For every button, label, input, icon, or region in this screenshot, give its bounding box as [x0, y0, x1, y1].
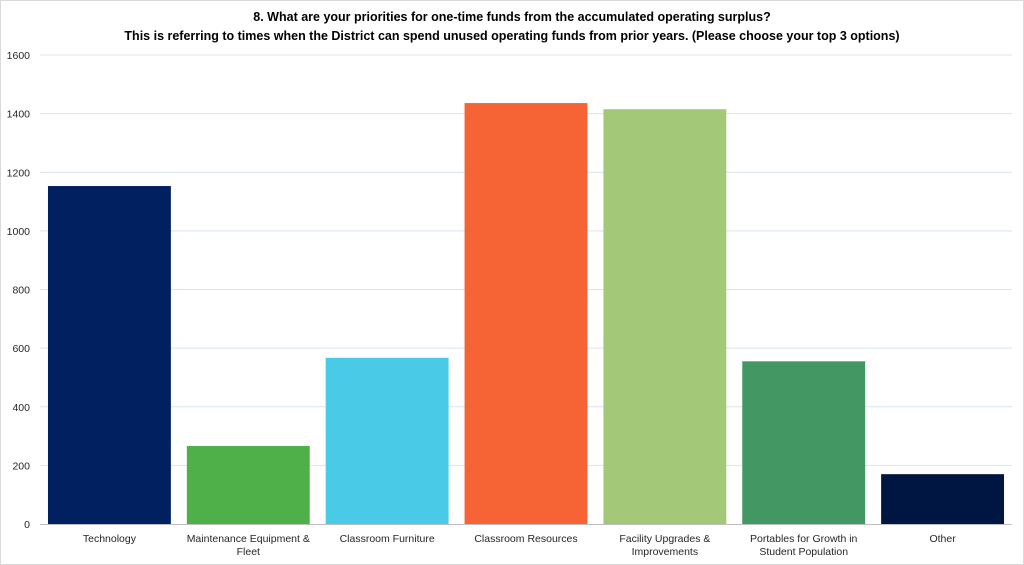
bar — [881, 474, 1005, 524]
chart-subtitle-line: This is referring to times when the Dist… — [124, 29, 900, 43]
x-tick-label: Classroom Resources — [474, 533, 577, 545]
bar — [742, 361, 866, 524]
bar — [464, 103, 588, 524]
x-tick-label: Portables for Growth in Student Populatio… — [750, 533, 858, 558]
y-tick-label: 600 — [12, 343, 30, 355]
y-tick-label: 1200 — [7, 167, 31, 179]
y-tick-label: 1400 — [7, 109, 31, 121]
y-tick-label: 0 — [24, 519, 30, 531]
bars — [47, 103, 1005, 525]
x-tick-label: Technology — [83, 533, 137, 545]
bar — [325, 357, 449, 524]
y-tick-label: 400 — [12, 402, 30, 414]
y-tick-label: 1600 — [7, 50, 31, 62]
bar — [186, 446, 310, 524]
chart-title-line: 8. What are your priorities for one-time… — [253, 10, 771, 24]
y-tick-label: 1000 — [7, 226, 31, 238]
x-tick-label: Classroom Furniture — [340, 533, 435, 545]
x-tick-label: Facility Upgrades & Improvements — [619, 533, 710, 558]
x-tick-label: Maintenance Equipment & Fleet — [187, 533, 310, 558]
y-axis-ticks: 0 200 400 600 800 1000 1200 1400 1600 — [7, 50, 31, 531]
category-labels: Technology Maintenance Equipment & Fleet Cl… — [83, 533, 956, 558]
bar — [603, 109, 727, 525]
x-tick-label: Other — [929, 533, 956, 545]
y-tick-label: 200 — [12, 460, 30, 472]
y-tick-label: 800 — [12, 285, 30, 297]
chart-title: 8. What are your priorities for one-time… — [1, 8, 1023, 46]
bar — [47, 186, 171, 525]
